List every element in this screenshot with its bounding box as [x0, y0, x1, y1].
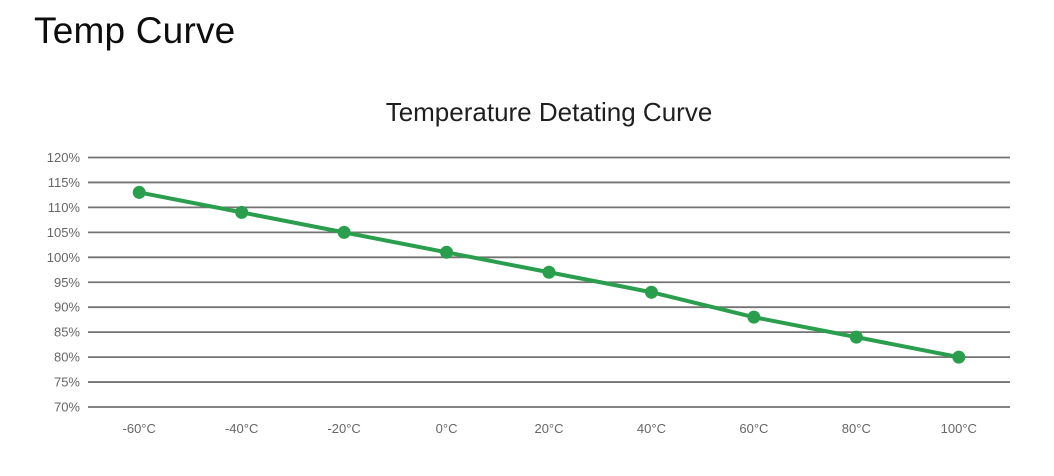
- y-tick-label: 105%: [47, 225, 81, 240]
- data-point: [337, 225, 351, 239]
- data-point: [747, 310, 761, 324]
- y-tick-label: 75%: [54, 375, 80, 390]
- x-tick-label: -60°C: [123, 421, 156, 436]
- y-tick-label: 70%: [54, 400, 80, 415]
- y-tick-label: 115%: [48, 175, 81, 190]
- y-tick-label: 100%: [47, 250, 81, 265]
- y-tick-label: 110%: [48, 200, 81, 215]
- y-tick-label: 80%: [54, 350, 80, 365]
- x-tick-label: 20°C: [534, 421, 563, 436]
- data-point: [952, 350, 966, 364]
- data-point: [235, 205, 249, 219]
- data-point: [440, 245, 454, 259]
- page-title: Temp Curve: [34, 10, 236, 51]
- x-tick-label: -20°C: [327, 421, 360, 436]
- y-tick-label: 90%: [54, 300, 80, 315]
- x-tick-label: 100°C: [941, 421, 977, 436]
- y-tick-label: 95%: [54, 275, 80, 290]
- x-tick-label: 40°C: [637, 421, 666, 436]
- data-point: [542, 265, 556, 279]
- x-tick-label: 0°C: [436, 421, 458, 436]
- x-tick-label: 60°C: [739, 421, 768, 436]
- data-point: [132, 185, 146, 199]
- data-point: [644, 285, 658, 299]
- x-tick-label: 80°C: [842, 421, 871, 436]
- y-tick-label: 120%: [47, 150, 81, 165]
- chart-title: Temperature Detating Curve: [385, 97, 713, 127]
- data-point: [849, 330, 863, 344]
- y-tick-label: 85%: [54, 325, 80, 340]
- x-tick-label: -40°C: [225, 421, 258, 436]
